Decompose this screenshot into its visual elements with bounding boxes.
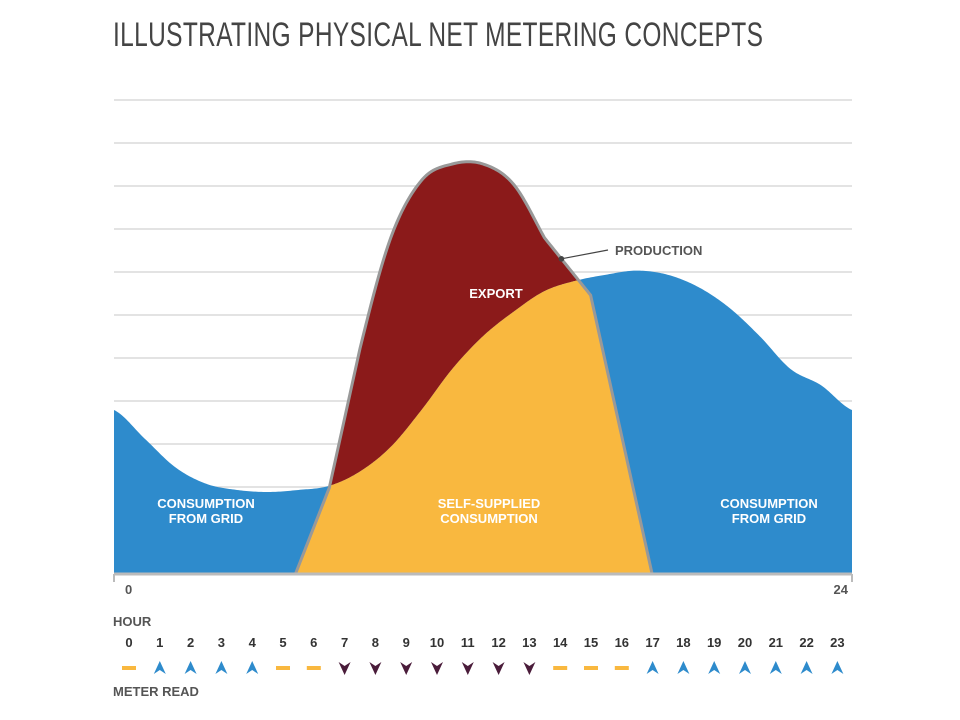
meter-up-arrow xyxy=(739,661,751,674)
meter-flat-mark xyxy=(276,666,290,670)
meter-up-arrow xyxy=(246,661,259,674)
hour-axis-label: HOUR xyxy=(113,614,152,629)
hour-label: 7 xyxy=(341,635,348,650)
hour-row: 0 1 2 3 4 5 6 7 8 9 10 11 12 13 14 15 16 17 18 19 20 21 22 23 xyxy=(125,635,844,650)
hour-label: 0 xyxy=(125,635,132,650)
production-label: PRODUCTION xyxy=(615,243,702,258)
hour-label: 16 xyxy=(615,635,629,650)
meter-down-arrow xyxy=(431,662,443,675)
hour-label: 6 xyxy=(310,635,317,650)
meter-up-arrow xyxy=(153,661,166,674)
meter-flat-mark xyxy=(122,666,136,670)
area-layers xyxy=(113,160,853,582)
production-callout-dot xyxy=(558,256,565,262)
consumption-left-label-line1: CONSUMPTION xyxy=(157,496,255,511)
hour-label: 8 xyxy=(372,635,379,650)
consumption-left-label-line2: FROM GRID xyxy=(169,511,243,526)
hour-label: 2 xyxy=(187,635,194,650)
hour-label: 11 xyxy=(461,635,475,650)
x-axis-end-label: 24 xyxy=(834,582,849,597)
meter-up-arrow xyxy=(831,661,844,674)
chart-title: ILLUSTRATING PHYSICAL NET METERING CONCE… xyxy=(113,16,764,54)
consumption-right-label-line2: FROM GRID xyxy=(732,511,806,526)
meter-flat-mark xyxy=(306,666,321,670)
self-supplied-label-line1: SELF-SUPPLIED xyxy=(438,496,541,511)
hour-label: 15 xyxy=(584,635,598,650)
export-area xyxy=(114,161,852,492)
production-callout-line xyxy=(561,249,609,260)
hour-label: 14 xyxy=(553,635,568,650)
hour-label: 23 xyxy=(830,635,844,650)
consumption-right-label-line1: CONSUMPTION xyxy=(720,496,818,511)
hour-label: 10 xyxy=(430,635,444,650)
hour-label: 9 xyxy=(403,635,410,650)
meter-flat-mark xyxy=(553,666,568,670)
x-axis-start-label: 0 xyxy=(125,582,132,597)
meter-up-arrow xyxy=(646,661,659,674)
hour-label: 17 xyxy=(645,635,659,650)
hour-label: 19 xyxy=(707,635,721,650)
meter-up-arrow xyxy=(184,661,197,674)
meter-down-arrow xyxy=(369,662,382,675)
self-supplied-area xyxy=(114,280,852,574)
meter-down-arrow xyxy=(338,662,351,675)
meter-read-row xyxy=(122,661,844,675)
hour-label: 5 xyxy=(279,635,286,650)
meter-flat-mark xyxy=(614,666,629,670)
meter-down-arrow xyxy=(400,662,413,675)
meter-up-arrow xyxy=(769,661,782,674)
hour-label: 22 xyxy=(799,635,813,650)
meter-down-arrow xyxy=(492,662,505,675)
hour-label: 18 xyxy=(676,635,690,650)
hour-label: 21 xyxy=(769,635,783,650)
x-axis: 0 24 xyxy=(125,582,849,597)
hour-label: 20 xyxy=(738,635,752,650)
hour-label: 13 xyxy=(522,635,536,650)
meter-down-arrow xyxy=(523,662,536,675)
meter-read-label: METER READ xyxy=(113,684,199,699)
production-line xyxy=(294,160,654,575)
self-supplied-label-line2: CONSUMPTION xyxy=(440,511,538,526)
hour-label: 1 xyxy=(156,635,163,650)
export-label: EXPORT xyxy=(469,286,523,301)
meter-up-arrow xyxy=(708,661,721,674)
meter-flat-mark xyxy=(584,666,598,670)
meter-down-arrow xyxy=(461,662,474,675)
meter-up-arrow xyxy=(215,661,228,674)
hour-label: 3 xyxy=(218,635,225,650)
hour-label: 12 xyxy=(491,635,505,650)
hour-label: 4 xyxy=(249,635,257,650)
meter-up-arrow xyxy=(677,661,690,674)
meter-up-arrow xyxy=(800,661,813,674)
